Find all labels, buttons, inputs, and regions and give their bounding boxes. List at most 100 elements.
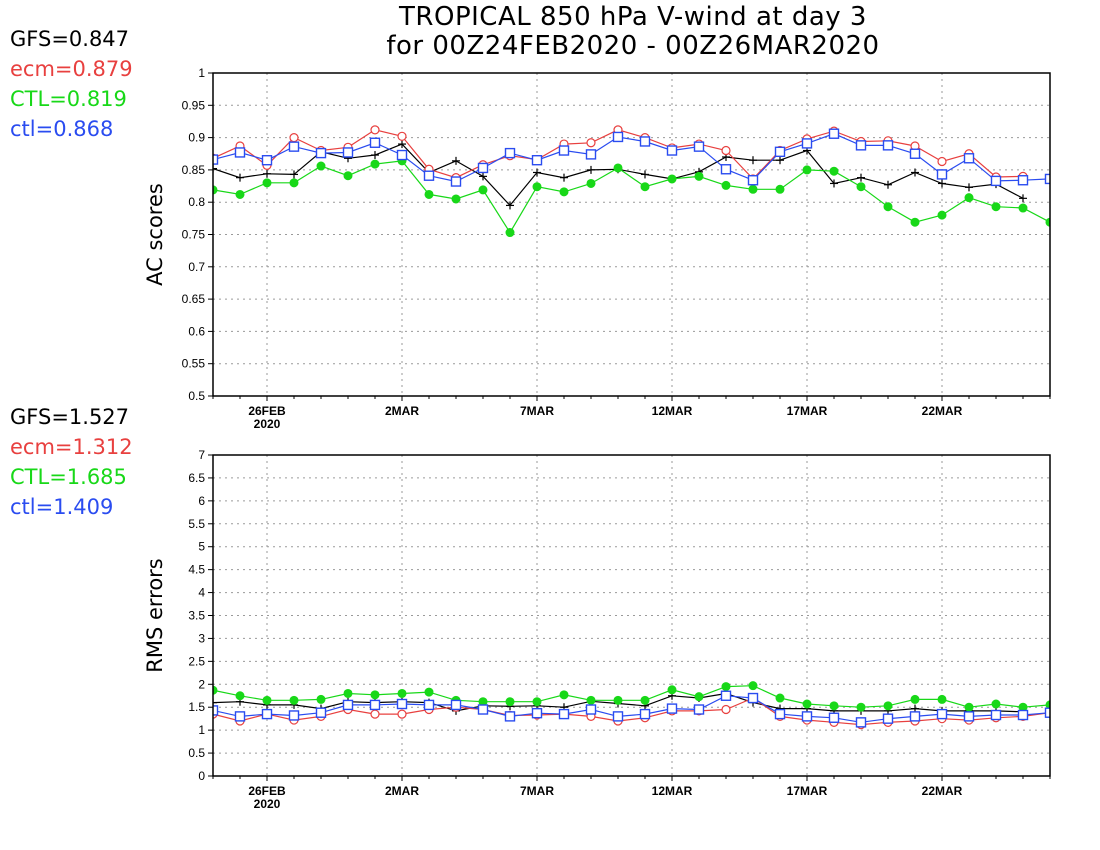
plot-frame <box>212 72 1051 397</box>
data-point <box>586 695 596 705</box>
data-point <box>641 170 649 179</box>
data-point <box>342 147 354 158</box>
data-point <box>612 131 624 143</box>
data-point <box>371 151 379 160</box>
data-point <box>612 711 624 722</box>
y-tick-label: 4.5 <box>188 563 205 577</box>
series-line <box>213 697 1050 726</box>
legend-entry-ecm: ecm=1.312 <box>10 435 133 459</box>
series-line <box>213 133 1050 183</box>
data-point <box>774 708 786 720</box>
data-point <box>883 202 893 212</box>
y-tick-label: 0.95 <box>182 98 206 112</box>
legend-entry-ecm: ecm=0.879 <box>10 57 133 81</box>
data-point <box>451 194 461 204</box>
data-point <box>720 690 732 701</box>
data-point <box>667 174 677 184</box>
data-point <box>693 704 705 715</box>
data-point <box>506 201 514 210</box>
data-point <box>936 169 948 180</box>
data-point <box>828 712 840 723</box>
data-point <box>235 189 245 199</box>
data-point <box>884 180 892 189</box>
x-tick-label: 7MAR <box>520 404 554 418</box>
y-tick-label: 5.5 <box>188 517 205 531</box>
chart-title-line2: for 00Z24FEB2020 - 00Z26MAR2020 <box>386 31 880 61</box>
data-point <box>1044 173 1050 185</box>
x-tick-label: 22MAR <box>922 404 963 418</box>
data-point <box>801 711 813 722</box>
y-tick-label: 0.6 <box>188 324 205 338</box>
data-point <box>370 125 380 135</box>
data-point <box>370 690 380 700</box>
y-tick-label: 0.75 <box>182 228 206 242</box>
data-point <box>342 699 354 711</box>
y-tick-label: 0.9 <box>188 131 205 145</box>
data-point <box>397 688 407 698</box>
y-tick-label: 0.55 <box>182 357 206 371</box>
data-point <box>316 161 326 171</box>
x-tick-label: 17MAR <box>787 404 828 418</box>
data-point <box>1018 203 1028 213</box>
data-point <box>586 178 596 188</box>
data-point <box>721 180 731 190</box>
data-point <box>937 156 947 167</box>
data-point <box>775 184 785 194</box>
y-tick-label: 5 <box>198 540 205 554</box>
data-point <box>883 701 893 711</box>
data-point <box>694 171 704 181</box>
x-tick-label: 26FEB <box>248 784 286 798</box>
data-point <box>965 183 973 192</box>
data-point <box>559 187 569 197</box>
y-tick-label: 0.5 <box>188 389 205 403</box>
data-point <box>261 708 273 720</box>
y-tick-label: 0.7 <box>188 260 205 274</box>
data-point <box>936 708 948 720</box>
data-point <box>289 178 299 188</box>
data-point <box>477 162 489 174</box>
data-point <box>396 149 408 161</box>
x-tick-label: 12MAR <box>652 784 693 798</box>
series-line <box>213 160 1050 234</box>
data-point <box>505 228 515 238</box>
data-point <box>397 709 407 719</box>
data-point <box>910 694 920 704</box>
data-point <box>855 140 867 151</box>
y-axis-label: RMS errors <box>143 558 167 673</box>
legend-ac-scores: GFS=0.847 ecm=0.879 CTL=0.819 ctl=0.868 <box>10 24 133 144</box>
data-point <box>937 210 947 220</box>
data-point <box>478 185 488 195</box>
data-point <box>213 685 218 695</box>
data-point <box>315 707 327 718</box>
data-point <box>504 147 516 159</box>
data-point <box>775 693 785 703</box>
legend-entry-gfs: GFS=0.847 <box>10 27 130 51</box>
data-point <box>235 691 245 701</box>
data-point <box>370 709 380 719</box>
data-point <box>613 163 623 173</box>
series-ctl-square <box>213 128 1050 187</box>
data-point <box>909 711 921 722</box>
data-point <box>666 703 678 714</box>
plot-frame <box>212 454 1051 777</box>
data-point <box>802 165 812 175</box>
data-point <box>640 182 650 192</box>
data-point <box>423 699 435 711</box>
data-point <box>1045 700 1050 710</box>
legend-entry-ctl-lower: ctl=0.868 <box>10 117 114 141</box>
data-point <box>856 182 866 192</box>
data-point <box>587 165 595 174</box>
legend-rms-errors: GFS=1.527 ecm=1.312 CTL=1.685 ctl=1.409 <box>10 402 133 522</box>
y-tick-label: 7 <box>198 448 205 462</box>
data-point <box>909 148 921 159</box>
data-point <box>234 147 246 158</box>
data-point <box>639 136 651 147</box>
y-tick-label: 6.5 <box>188 471 205 485</box>
data-point <box>882 140 894 151</box>
data-point <box>424 189 434 199</box>
data-point <box>479 172 487 181</box>
data-point <box>261 155 273 166</box>
data-point <box>748 184 758 194</box>
data-point <box>829 166 839 176</box>
